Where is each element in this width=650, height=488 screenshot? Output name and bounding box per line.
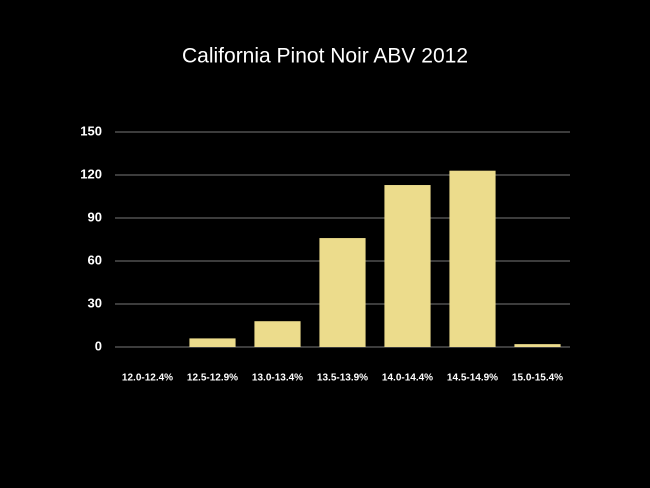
y-tick-label: 120 <box>80 166 102 181</box>
y-tick-label: 0 <box>95 338 102 353</box>
bar <box>254 321 301 347</box>
x-tick-label: 14.5-14.9% <box>447 373 498 384</box>
x-tick-label: 12.0-12.4% <box>122 373 173 384</box>
bar <box>449 170 496 347</box>
bar <box>319 238 366 347</box>
bar <box>384 185 431 347</box>
y-tick-label: 60 <box>88 252 102 267</box>
x-tick-label: 15.0-15.4% <box>512 373 563 384</box>
y-tick-label: 90 <box>88 209 102 224</box>
chart-title: California Pinot Noir ABV 2012 <box>182 45 468 68</box>
bar <box>514 344 561 347</box>
y-tick-label: 30 <box>88 295 102 310</box>
bar <box>189 338 236 347</box>
x-tick-label: 13.0-13.4% <box>252 373 303 384</box>
x-tick-label: 12.5-12.9% <box>187 373 238 384</box>
y-tick-label: 150 <box>80 123 102 138</box>
x-tick-label: 14.0-14.4% <box>382 373 433 384</box>
x-tick-label: 13.5-13.9% <box>317 373 368 384</box>
